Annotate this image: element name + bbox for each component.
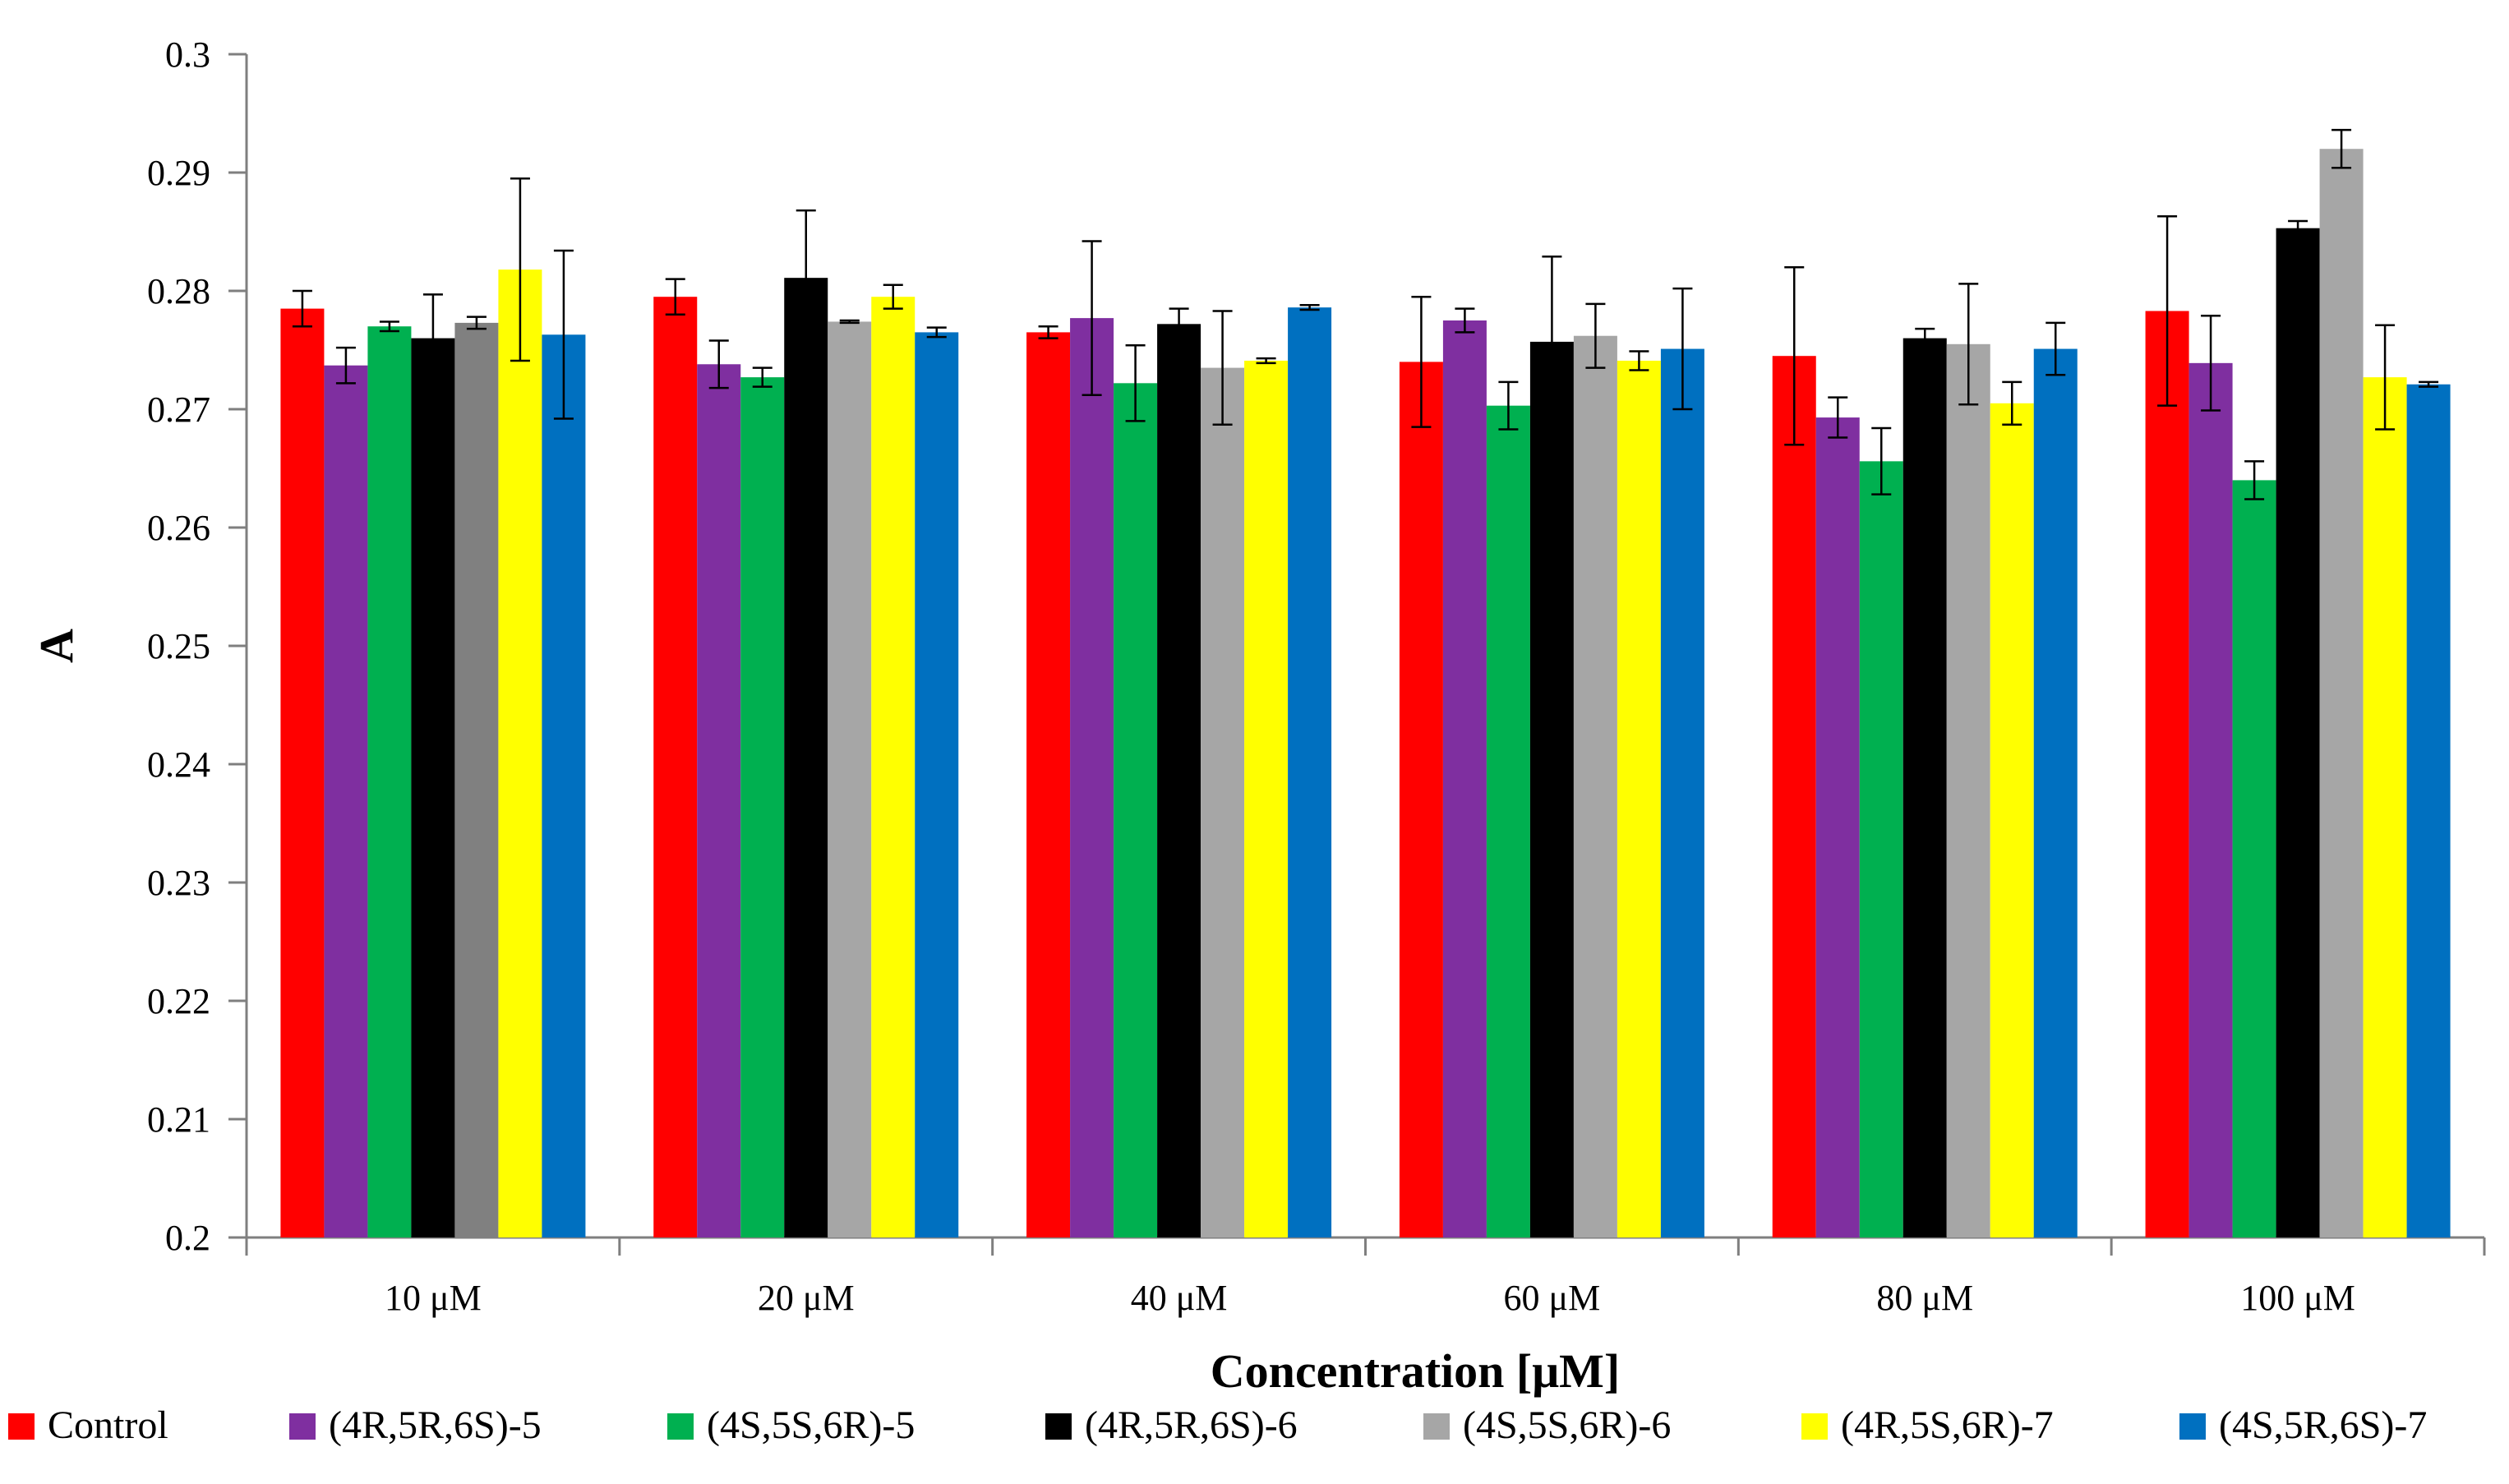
bar xyxy=(653,297,698,1238)
bar xyxy=(1288,307,1332,1237)
y-tick-label: 0.25 xyxy=(147,626,210,666)
bar xyxy=(1815,417,1860,1238)
x-category-label: 40 μM xyxy=(1131,1278,1228,1318)
bar xyxy=(1903,338,1947,1238)
bar xyxy=(1573,335,1617,1238)
y-tick-label: 0.22 xyxy=(147,981,210,1021)
legend-swatch xyxy=(1423,1413,1450,1440)
x-axis-title: Concentration [μM] xyxy=(1211,1344,1620,1398)
bar xyxy=(1157,324,1201,1237)
bar xyxy=(498,270,542,1238)
bar xyxy=(1244,360,1289,1238)
bar xyxy=(411,338,455,1238)
bar xyxy=(871,297,916,1238)
bar xyxy=(2145,311,2189,1238)
bar xyxy=(1660,348,1704,1237)
y-tick-label: 0.21 xyxy=(147,1099,210,1140)
x-category-label: 10 μM xyxy=(385,1278,482,1318)
bar xyxy=(1617,360,1661,1238)
legend-swatch xyxy=(8,1413,35,1440)
bar xyxy=(1201,367,1245,1238)
y-tick-label: 0.29 xyxy=(147,153,210,193)
x-category-label: 100 μM xyxy=(2240,1278,2355,1318)
y-tick-label: 0.28 xyxy=(147,271,210,311)
x-category-label: 60 μM xyxy=(1504,1278,1601,1318)
legend-label: (4S,5S,6R)-5 xyxy=(707,1403,915,1447)
bar xyxy=(1772,356,1816,1238)
bar xyxy=(2276,228,2320,1238)
legend-swatch xyxy=(1801,1413,1828,1440)
bar xyxy=(2232,480,2276,1237)
legend-label: (4R,5S,6R)-7 xyxy=(1841,1403,2054,1447)
bar xyxy=(1859,461,1903,1237)
y-tick-label: 0.23 xyxy=(147,863,210,903)
bar xyxy=(1946,343,1990,1237)
legend-label: (4R,5R,6S)-5 xyxy=(329,1403,542,1447)
bar xyxy=(2188,362,2233,1238)
bar xyxy=(1990,403,2034,1237)
y-tick-label: 0.2 xyxy=(165,1218,210,1258)
bar xyxy=(697,364,741,1237)
y-tick-label: 0.3 xyxy=(165,35,210,75)
bar xyxy=(1529,341,1574,1237)
y-tick-label: 0.26 xyxy=(147,508,210,548)
legend-label: (4S,5R,6S)-7 xyxy=(2219,1403,2427,1447)
x-category-label: 80 μM xyxy=(1876,1278,1973,1318)
legend-label: Control xyxy=(48,1403,168,1447)
bar xyxy=(1114,383,1158,1237)
legend-swatch xyxy=(667,1413,694,1440)
legend: Control (4R,5R,6S)-5 (4S,5S,6R)-5 (4R,5R,6S… xyxy=(8,1403,2427,1447)
bar xyxy=(828,321,872,1238)
legend-label: (4R,5R,6S)-6 xyxy=(1085,1403,1298,1447)
bar xyxy=(1486,405,1530,1237)
bar xyxy=(915,332,959,1237)
bar xyxy=(367,326,412,1238)
bar xyxy=(1070,318,1114,1237)
bar xyxy=(784,278,828,1237)
bar xyxy=(454,322,499,1237)
bar xyxy=(1399,362,1443,1237)
bar xyxy=(324,365,368,1238)
x-category-label: 20 μM xyxy=(758,1278,855,1318)
bar xyxy=(280,308,325,1238)
bar xyxy=(2319,149,2364,1238)
y-axis-title: A xyxy=(30,629,83,663)
bar xyxy=(740,377,785,1237)
bar xyxy=(1442,320,1487,1237)
bar xyxy=(2406,384,2451,1237)
bar xyxy=(2363,377,2407,1237)
bar xyxy=(1026,332,1071,1237)
legend-label: (4S,5S,6R)-6 xyxy=(1463,1403,1671,1447)
bar xyxy=(542,334,586,1237)
legend-swatch xyxy=(1045,1413,1072,1440)
legend-swatch xyxy=(289,1413,316,1440)
y-tick-label: 0.24 xyxy=(147,744,210,785)
legend-swatch xyxy=(2179,1413,2206,1440)
y-tick-label: 0.27 xyxy=(147,389,210,430)
bar xyxy=(2033,348,2078,1237)
